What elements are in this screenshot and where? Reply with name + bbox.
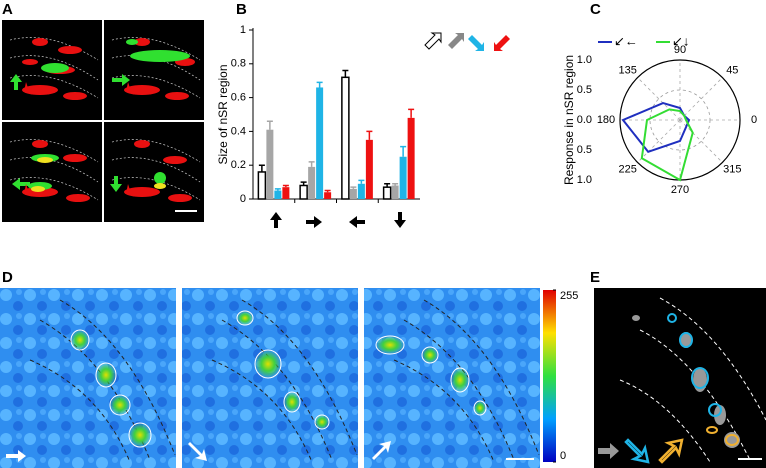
- bar: [316, 87, 324, 199]
- r-tick-label: 1.0: [577, 174, 592, 186]
- bar: [324, 192, 332, 199]
- y-tick-label: 0.6: [231, 92, 246, 104]
- bar: [274, 190, 282, 199]
- panel-label: A: [2, 1, 13, 18]
- angle-label: 45: [726, 64, 738, 76]
- r-tick-label: 0.5: [577, 144, 592, 156]
- error-bar: [282, 184, 289, 188]
- y-tick-label: 0: [240, 193, 246, 205]
- panel-d-images: [0, 288, 556, 468]
- panel-label: D: [2, 269, 13, 286]
- bar: [308, 166, 316, 199]
- grid-spoke: [637, 119, 681, 163]
- bar: [299, 184, 308, 200]
- y-tick-label: 0.2: [231, 159, 246, 171]
- error-bar: [324, 189, 331, 193]
- error-bar: [350, 186, 357, 189]
- bar: [357, 183, 365, 199]
- error-bar: [300, 181, 307, 186]
- y-tick-label: 0.8: [231, 58, 246, 70]
- bar: [341, 76, 350, 200]
- panel-label: E: [590, 269, 600, 286]
- svg-text:↙↓: ↙↓: [672, 33, 689, 48]
- r-tick-label: 0.5: [577, 84, 592, 96]
- grid-spoke: [679, 77, 723, 121]
- bar: [349, 188, 357, 199]
- grid-spoke: [637, 77, 681, 121]
- error-bar: [408, 108, 415, 118]
- r-tick-label: 1.0: [577, 54, 592, 66]
- svg-text:↙←: ↙←: [614, 33, 638, 48]
- bar: [365, 139, 373, 199]
- angle-label: 90: [674, 44, 686, 56]
- error-bar: [316, 81, 323, 88]
- error-bar: [392, 183, 399, 186]
- error-bar: [366, 130, 373, 140]
- y-axis-label: Response in nSR region: [562, 55, 576, 185]
- panel-c-legend: ↙← ↙↓: [598, 33, 689, 48]
- panel-b-arrows: [270, 32, 510, 228]
- panel-e-image: [594, 288, 766, 468]
- r-tick-label: 0.0: [577, 114, 592, 126]
- bar: [391, 185, 399, 199]
- y-tick-label: 0.4: [231, 125, 246, 137]
- series-line: [640, 108, 694, 182]
- y-tick-label: 1: [240, 24, 246, 36]
- grid-spoke: [679, 119, 723, 163]
- bar: [407, 117, 415, 199]
- bar: [266, 129, 274, 199]
- panel-label: B: [236, 1, 247, 18]
- bar: [382, 186, 392, 200]
- bar: [282, 187, 290, 199]
- error-bar: [308, 161, 315, 167]
- error-bar: [342, 69, 349, 78]
- error-bar: [384, 183, 391, 188]
- angle-label: 315: [723, 163, 741, 175]
- panel-label: C: [590, 1, 601, 18]
- colorbar-tick-label: 255: [560, 290, 578, 302]
- error-bar: [400, 145, 407, 157]
- angle-label: 225: [618, 163, 636, 175]
- angle-label: 135: [618, 64, 636, 76]
- error-bar: [266, 120, 273, 130]
- error-bar: [274, 188, 281, 191]
- error-bar: [358, 179, 365, 184]
- angle-label: 0: [751, 114, 757, 126]
- y-axis-label: Size of nSR region: [216, 64, 230, 164]
- panel-a-images: [2, 20, 204, 222]
- colorbar-tick-label: 0: [560, 450, 566, 462]
- bar: [399, 156, 407, 199]
- angle-label: 270: [671, 184, 689, 196]
- error-bar: [258, 164, 265, 172]
- bar: [257, 171, 267, 200]
- angle-label: 180: [597, 114, 615, 126]
